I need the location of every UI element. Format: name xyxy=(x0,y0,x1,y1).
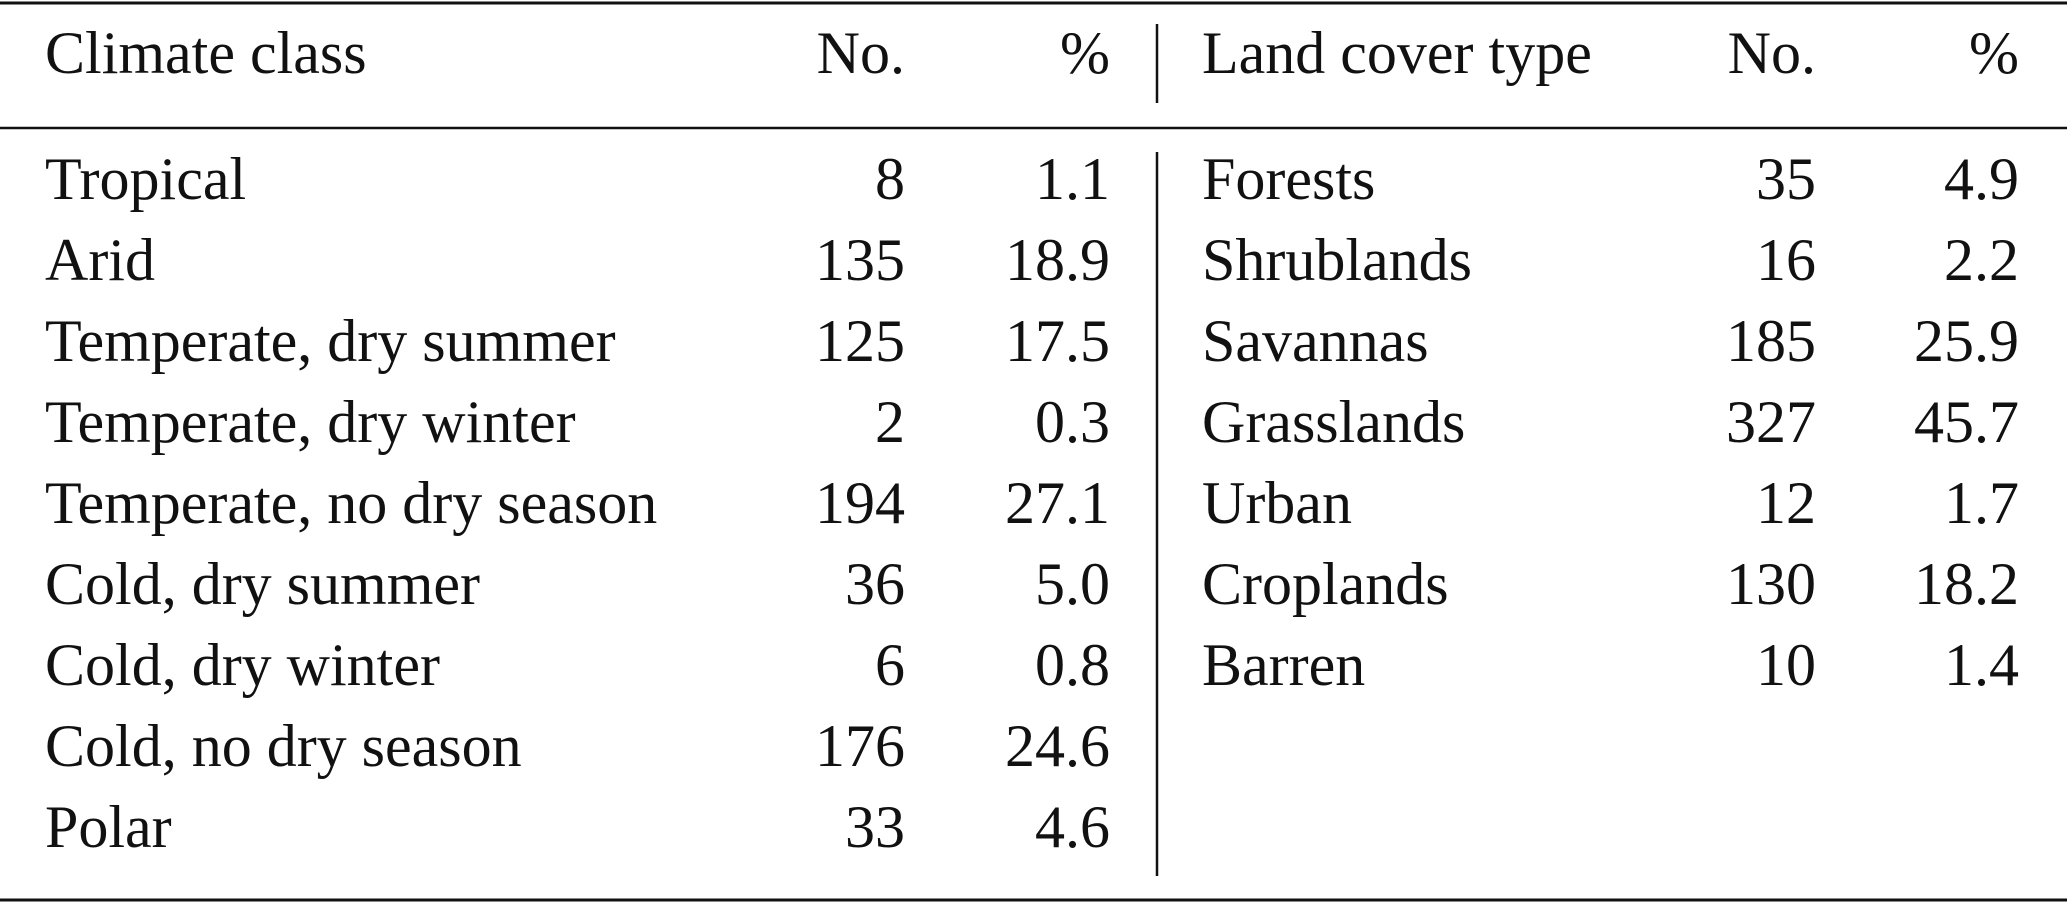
cell: Cold, dry summer xyxy=(45,551,480,617)
cell: Cold, dry winter xyxy=(45,632,440,698)
cell: 5.0 xyxy=(1035,551,1110,617)
cell: Shrublands xyxy=(1202,227,1472,293)
cell: Arid xyxy=(45,227,155,293)
cell: 10 xyxy=(1756,632,1816,698)
cell: 24.6 xyxy=(1005,713,1110,779)
cell: 2.2 xyxy=(1944,227,2019,293)
cell: 2 xyxy=(875,389,905,455)
cell: Temperate, no dry season xyxy=(45,470,657,536)
cell: Tropical xyxy=(45,146,246,212)
cell: 4.6 xyxy=(1035,794,1110,860)
header-cell: No. xyxy=(1728,20,1816,86)
cell: 4.9 xyxy=(1944,146,2019,212)
cell: 36 xyxy=(845,551,905,617)
cell: Urban xyxy=(1202,470,1352,536)
cell: 1.7 xyxy=(1944,470,2019,536)
cell: 185 xyxy=(1726,308,1816,374)
cell: Polar xyxy=(45,794,172,860)
cell: 27.1 xyxy=(1005,470,1110,536)
cell: 1.1 xyxy=(1035,146,1110,212)
cell: Grasslands xyxy=(1202,389,1465,455)
cell: 176 xyxy=(815,713,905,779)
cell: 6 xyxy=(875,632,905,698)
cell: 327 xyxy=(1726,389,1816,455)
cell: Croplands xyxy=(1202,551,1449,617)
cell: 0.8 xyxy=(1035,632,1110,698)
header-cell: Climate class xyxy=(45,20,367,86)
cell: 0.3 xyxy=(1035,389,1110,455)
cell: Barren xyxy=(1202,632,1365,698)
header-cell: % xyxy=(1969,20,2019,86)
cell: Temperate, dry winter xyxy=(45,389,576,455)
cell: 35 xyxy=(1756,146,1816,212)
cell: 16 xyxy=(1756,227,1816,293)
header-cell: No. xyxy=(817,20,905,86)
cell: 25.9 xyxy=(1914,308,2019,374)
cell: 33 xyxy=(845,794,905,860)
cell: 12 xyxy=(1756,470,1816,536)
cell: 194 xyxy=(815,470,905,536)
cell: Forests xyxy=(1202,146,1375,212)
cell: 130 xyxy=(1726,551,1816,617)
header-cell: % xyxy=(1060,20,1110,86)
cell: 8 xyxy=(875,146,905,212)
cell: 1.4 xyxy=(1944,632,2019,698)
cell: Savannas xyxy=(1202,308,1429,374)
cell: 18.2 xyxy=(1914,551,2019,617)
cell: Temperate, dry summer xyxy=(45,308,616,374)
cell: 45.7 xyxy=(1914,389,2019,455)
cell: 17.5 xyxy=(1005,308,1110,374)
header-cell: Land cover type xyxy=(1202,20,1592,86)
cell: Cold, no dry season xyxy=(45,713,522,779)
cell: 18.9 xyxy=(1005,227,1110,293)
cell: 125 xyxy=(815,308,905,374)
cell: 135 xyxy=(815,227,905,293)
